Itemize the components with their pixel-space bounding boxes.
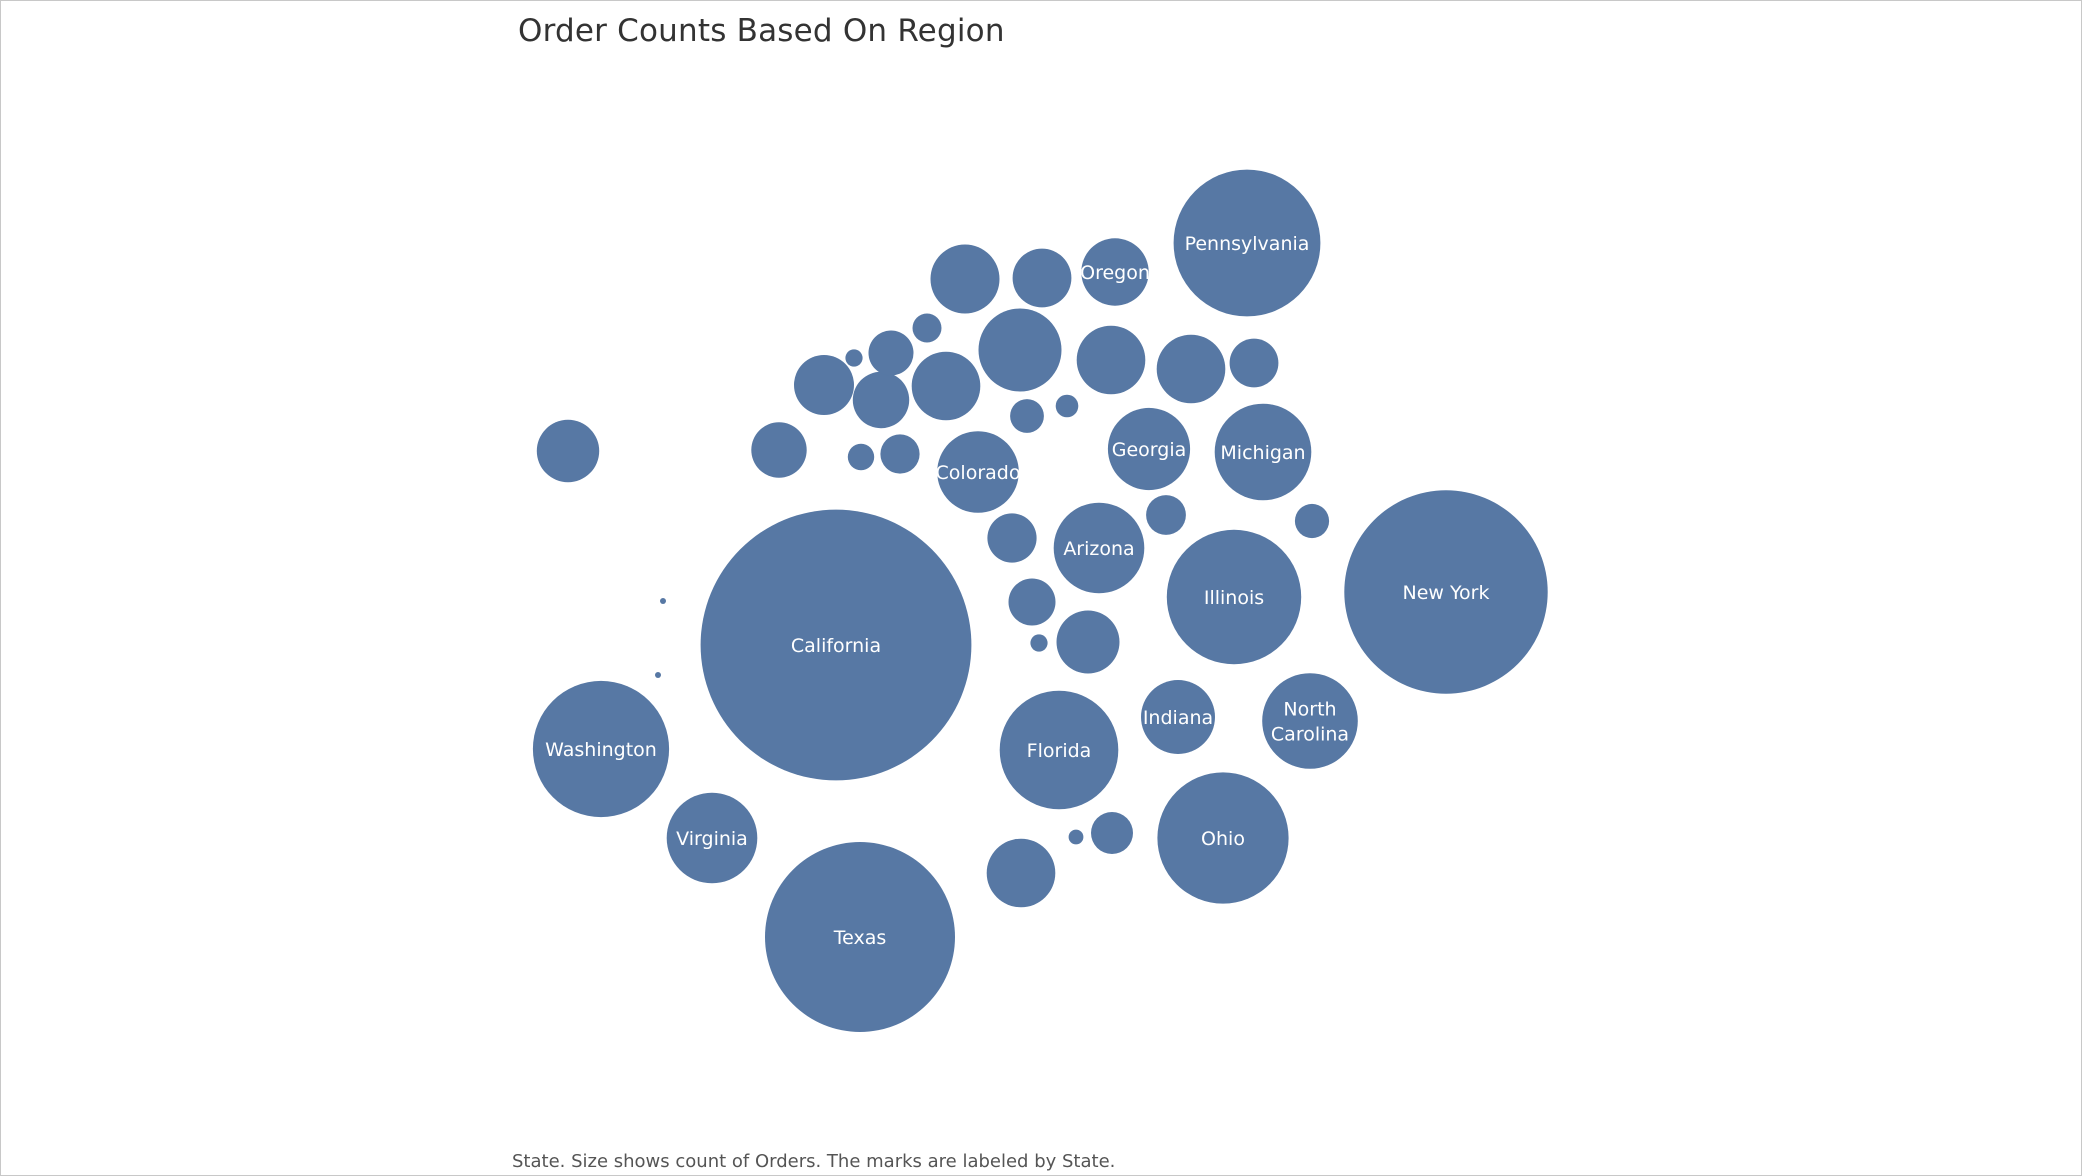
bubble-new-york[interactable] <box>1344 490 1548 694</box>
bubble-arizona[interactable] <box>1053 502 1145 594</box>
bubble-georgia[interactable] <box>1107 407 1191 491</box>
bubble-unlabeled-23[interactable] <box>536 419 600 483</box>
bubble-unlabeled-41[interactable] <box>1030 634 1048 652</box>
bubble-label-illinois: Illinois <box>1204 587 1264 609</box>
bubble-label-north-carolina: North Carolina <box>1271 699 1349 746</box>
bubble-unlabeled-32[interactable] <box>1091 812 1133 854</box>
bubble-label-texas: Texas <box>833 927 887 949</box>
bubble-washington[interactable] <box>532 680 670 818</box>
bubble-virginia[interactable] <box>666 792 758 884</box>
bubble-illinois[interactable] <box>1166 529 1302 665</box>
bubble-label-ohio: Ohio <box>1201 828 1245 850</box>
bubble-north-carolina[interactable] <box>1262 673 1358 769</box>
bubble-label-california: California <box>791 635 881 657</box>
bubble-label-washington: Washington <box>545 739 657 761</box>
bubble-label-arizona: Arizona <box>1063 538 1134 560</box>
bubble-unlabeled-17[interactable] <box>930 244 1000 314</box>
bubble-california[interactable] <box>700 509 972 781</box>
bubble-unlabeled-29[interactable] <box>1229 338 1279 388</box>
bubble-ohio[interactable] <box>1157 772 1289 904</box>
bubble-unlabeled-30[interactable] <box>1008 578 1056 626</box>
bubble-michigan[interactable] <box>1214 403 1312 501</box>
bubble-unlabeled-22[interactable] <box>1056 610 1120 674</box>
bubble-label-michigan: Michigan <box>1220 442 1305 464</box>
bubble-unlabeled-31[interactable] <box>868 330 914 376</box>
bubble-texas[interactable] <box>765 842 955 1032</box>
bubble-label-colorado: Colorado <box>936 462 1021 484</box>
bubble-colorado[interactable] <box>937 431 1019 513</box>
chart-title: Order Counts Based On Region <box>518 13 1005 49</box>
bubble-unlabeled-25[interactable] <box>1012 248 1072 308</box>
bubble-label-pennsylvania: Pennsylvania <box>1185 233 1310 255</box>
bubble-unlabeled-44[interactable] <box>655 672 661 678</box>
bubble-label-oregon: Oregon <box>1080 262 1150 284</box>
bubble-unlabeled-16[interactable] <box>978 308 1062 392</box>
bubble-unlabeled-21[interactable] <box>986 838 1056 908</box>
bubble-unlabeled-39[interactable] <box>1055 394 1079 418</box>
bubble-unlabeled-20[interactable] <box>1156 334 1226 404</box>
bubble-label-new-york: New York <box>1402 582 1489 604</box>
bubble-label-georgia: Georgia <box>1112 439 1187 461</box>
bubble-unlabeled-36[interactable] <box>1010 399 1044 433</box>
bubble-unlabeled-40[interactable] <box>845 349 863 367</box>
bubble-label-florida: Florida <box>1027 740 1092 762</box>
bubble-unlabeled-27[interactable] <box>751 422 807 478</box>
bubble-unlabeled-18[interactable] <box>1076 325 1146 395</box>
bubble-label-virginia: Virginia <box>676 828 748 850</box>
bubble-oregon[interactable] <box>1081 238 1149 306</box>
bubble-unlabeled-37[interactable] <box>912 313 942 343</box>
bubble-unlabeled-26[interactable] <box>852 371 910 429</box>
bubble-unlabeled-19[interactable] <box>911 351 981 421</box>
bubble-indiana[interactable] <box>1141 680 1215 754</box>
bubble-unlabeled-35[interactable] <box>1294 503 1330 539</box>
bubble-florida[interactable] <box>999 690 1119 810</box>
bubble-unlabeled-42[interactable] <box>1068 829 1084 845</box>
bubble-label-indiana: Indiana <box>1143 707 1213 729</box>
bubble-unlabeled-34[interactable] <box>880 434 920 474</box>
chart-caption: State. Size shows count of Orders. The m… <box>512 1151 1116 1172</box>
bubble-unlabeled-28[interactable] <box>987 513 1037 563</box>
bubble-unlabeled-43[interactable] <box>660 598 666 604</box>
bubble-unlabeled-38[interactable] <box>847 443 875 471</box>
bubble-unlabeled-24[interactable] <box>794 355 854 415</box>
bubble-unlabeled-33[interactable] <box>1146 495 1186 535</box>
bubble-pennsylvania[interactable] <box>1173 169 1321 317</box>
